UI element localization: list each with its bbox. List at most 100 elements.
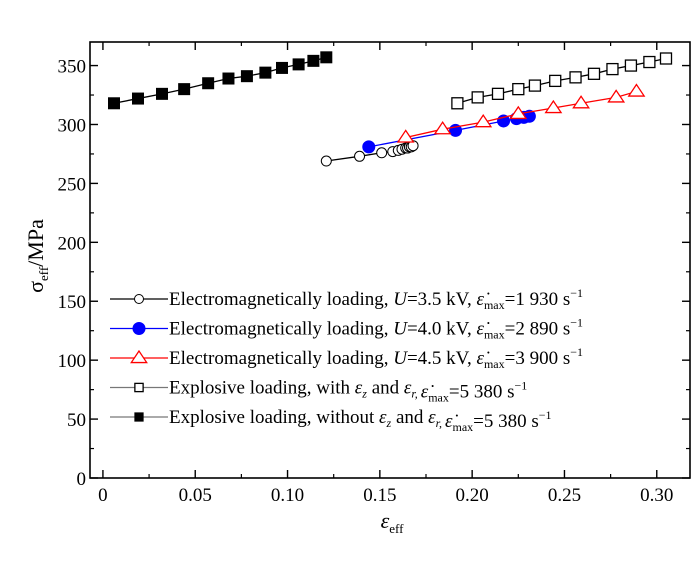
y-tick-label: 200 <box>58 233 87 254</box>
series-5 <box>108 51 333 110</box>
legend-eps-z: ε <box>379 407 387 428</box>
data-point <box>156 87 168 100</box>
series-layer <box>108 51 673 167</box>
legend-marker <box>132 322 146 335</box>
data-point <box>544 99 563 114</box>
y-tick-label: 150 <box>58 292 87 313</box>
x-tick-label: 0.05 <box>179 485 212 506</box>
data-point <box>528 79 542 92</box>
plot-frame <box>89 41 691 479</box>
legend-prefix: Explosive loading, with <box>169 378 355 399</box>
data-point <box>627 83 646 97</box>
x-tick-label: 0.20 <box>456 485 489 506</box>
data-point <box>433 121 452 135</box>
axis-layer: 0 0.05 0.10 0.15 0.20 0.25 0.30 0 50 100 150 200 250… <box>58 42 690 506</box>
legend-label: Explosive loading, with εz and εr, ε̇max… <box>169 378 527 405</box>
x-tick-label: 0.10 <box>271 485 304 506</box>
data-point <box>587 67 601 80</box>
x-axis-title: εeff <box>381 508 405 536</box>
legend-variable: U <box>393 289 408 310</box>
x-tick-label: 0.25 <box>548 485 581 506</box>
legend-max-sub: max <box>484 357 505 371</box>
legend-eps-z: ε <box>355 378 363 399</box>
data-point <box>474 113 493 128</box>
legend-label: Electromagnetically loading, U=3.5 kV, ε… <box>169 286 583 312</box>
data-point <box>108 97 120 110</box>
legend-label: Electromagnetically loading, U=4.0 kV, ε… <box>169 316 583 342</box>
data-point <box>624 59 638 72</box>
legend-marker <box>134 382 144 393</box>
legend-eps-r: ε <box>404 378 412 399</box>
data-point <box>307 54 320 67</box>
series-4 <box>451 52 673 110</box>
data-point <box>572 95 590 109</box>
legend-marker <box>130 349 148 364</box>
legend-exponent: −1 <box>539 408 552 422</box>
legend-mid: =4.0 kV, <box>407 319 477 340</box>
data-point <box>222 72 235 85</box>
data-point <box>606 62 619 76</box>
data-point <box>569 71 582 84</box>
legend-mid: =4.5 kV, <box>407 348 477 369</box>
data-point <box>259 66 272 79</box>
legend-prefix: Electromagnetically loading, <box>169 289 393 310</box>
data-point <box>607 89 626 103</box>
legend-entry: Electromagnetically loading, U=4.0 kV, ε… <box>110 316 583 342</box>
legend-exponent: −1 <box>515 379 528 393</box>
data-point <box>396 129 415 143</box>
legend-entry: Electromagnetically loading, U=3.5 kV, ε… <box>110 286 583 312</box>
legend-exponent: −1 <box>570 316 583 330</box>
data-point <box>202 77 215 90</box>
data-point <box>471 91 484 104</box>
legend-eps-z-sub: z <box>361 387 367 401</box>
data-point <box>376 147 388 159</box>
y-tick-label: 0 <box>77 469 87 490</box>
legend-mid: =3.5 kV, <box>407 289 477 310</box>
legend-prefix: Electromagnetically loading, <box>169 348 393 369</box>
data-point <box>320 51 333 64</box>
legend-eps-r-sub: r, <box>411 387 420 401</box>
x-tick-label: 0.30 <box>640 485 673 506</box>
legend-marker <box>134 412 144 422</box>
legend-exponent: −1 <box>570 286 583 300</box>
y-axis-subscript: eff <box>36 266 51 281</box>
y-tick-label: 350 <box>58 57 87 78</box>
data-point <box>659 52 673 65</box>
data-point <box>549 74 562 88</box>
legend-tail: =5 380 s <box>449 382 515 403</box>
legend-entry: Electromagnetically loading, U=4.5 kV, ε… <box>110 345 583 371</box>
y-tick-label: 100 <box>58 351 87 372</box>
legend-max-sub: max <box>484 298 505 312</box>
legend-prefix: Explosive loading, without <box>169 407 379 428</box>
series-1 <box>320 140 419 167</box>
legend-tail: =3 900 s <box>505 348 571 369</box>
x-tick-label: 0.15 <box>363 485 396 506</box>
data-point <box>362 140 376 154</box>
data-point <box>292 58 305 71</box>
legend-max-sub: max <box>453 420 474 434</box>
legend-exponent: −1 <box>570 345 583 359</box>
data-point <box>132 92 144 105</box>
y-axis-title: σeff/MPa <box>23 219 51 293</box>
legend-entry: Explosive loading, with εz and εr, ε̇max… <box>110 378 527 405</box>
y-axis-unit: /MPa <box>23 219 48 267</box>
y-axis-symbol: σ <box>23 281 48 293</box>
legend-eps-z-sub: z <box>386 416 392 430</box>
legend-marker <box>134 294 144 304</box>
data-point <box>509 105 528 120</box>
legend-eps-r-sub: r, <box>436 416 445 430</box>
y-tick-label: 50 <box>67 410 86 431</box>
data-point <box>240 70 253 83</box>
data-point <box>276 61 288 74</box>
legend-max-sub: max <box>428 391 449 405</box>
legend-max-sub: max <box>484 328 505 342</box>
x-tick-label: 0 <box>98 485 108 506</box>
legend-tail: =2 890 s <box>505 319 571 340</box>
legend-eps-r: ε <box>428 407 436 428</box>
data-point <box>643 55 656 69</box>
data-point <box>512 82 525 96</box>
legend-tail: =5 380 s <box>473 411 539 432</box>
legend: Electromagnetically loading, U=3.5 kV, ε… <box>110 286 583 434</box>
legend-variable: U <box>393 319 408 340</box>
